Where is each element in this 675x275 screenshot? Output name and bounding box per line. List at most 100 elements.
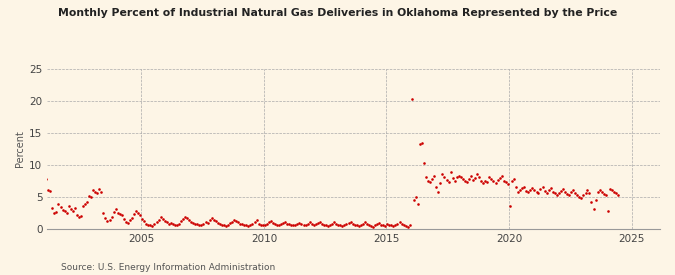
Point <box>211 219 221 223</box>
Point <box>358 221 369 226</box>
Point <box>470 176 481 180</box>
Point <box>484 175 495 180</box>
Point <box>382 222 393 226</box>
Point <box>414 142 425 146</box>
Point <box>298 222 309 227</box>
Point <box>427 177 437 181</box>
Point <box>171 223 182 228</box>
Point <box>143 222 154 227</box>
Point <box>472 172 483 177</box>
Point <box>533 191 544 196</box>
Point <box>39 166 50 170</box>
Point <box>613 193 624 197</box>
Point <box>155 215 166 219</box>
Point <box>418 161 429 166</box>
Point <box>194 222 205 227</box>
Point <box>267 221 278 225</box>
Point <box>59 209 70 214</box>
Point <box>423 178 433 183</box>
Point <box>223 222 234 227</box>
Point <box>133 211 144 216</box>
Point <box>570 191 580 195</box>
Point <box>556 189 566 193</box>
Point <box>539 189 550 193</box>
Point <box>446 170 456 175</box>
Point <box>269 222 280 226</box>
Point <box>116 212 127 217</box>
Point <box>345 219 356 224</box>
Point <box>398 223 409 228</box>
Point <box>368 224 379 229</box>
Point <box>141 221 152 226</box>
Point <box>188 221 198 225</box>
Point <box>241 223 252 228</box>
Point <box>462 180 472 184</box>
Point <box>516 186 527 191</box>
Point <box>308 222 319 227</box>
Point <box>217 222 227 227</box>
Point <box>343 221 354 225</box>
Point <box>580 191 591 195</box>
Point <box>396 222 407 226</box>
Point <box>84 194 95 198</box>
Point <box>282 221 293 226</box>
Point <box>466 174 477 178</box>
Point <box>425 180 435 184</box>
Point <box>153 218 164 222</box>
Point <box>108 210 119 214</box>
Point <box>110 207 121 212</box>
Point <box>78 204 88 208</box>
Point <box>53 202 64 207</box>
Point <box>529 188 540 192</box>
Point <box>55 205 66 209</box>
Point <box>215 222 225 226</box>
Point <box>412 202 423 207</box>
Point <box>504 204 515 208</box>
Point <box>339 223 350 228</box>
Point <box>145 223 156 228</box>
Point <box>207 216 217 220</box>
Point <box>51 210 62 214</box>
Point <box>288 223 298 228</box>
Point <box>607 188 618 192</box>
Point <box>603 208 614 213</box>
Point <box>374 221 385 225</box>
Point <box>506 178 517 183</box>
Point <box>304 220 315 224</box>
Point <box>590 198 601 202</box>
Point <box>80 202 90 206</box>
Point <box>456 175 466 180</box>
Point <box>151 220 162 224</box>
Point <box>380 224 391 228</box>
Text: Source: U.S. Energy Information Administration: Source: U.S. Energy Information Administ… <box>61 263 275 272</box>
Point <box>521 189 532 193</box>
Point <box>558 187 568 191</box>
Point <box>159 219 170 223</box>
Point <box>165 221 176 225</box>
Point <box>176 219 186 223</box>
Point <box>564 193 574 197</box>
Point <box>354 224 364 228</box>
Point <box>157 217 168 221</box>
Point <box>92 191 103 196</box>
Point <box>582 188 593 192</box>
Point <box>525 188 536 192</box>
Point <box>443 180 454 184</box>
Point <box>547 189 558 194</box>
Point <box>370 223 381 228</box>
Point <box>273 223 284 228</box>
Point <box>347 221 358 226</box>
Point <box>439 175 450 180</box>
Point <box>402 224 413 229</box>
Point <box>221 224 232 228</box>
Point <box>592 189 603 194</box>
Point <box>482 180 493 184</box>
Point <box>545 186 556 191</box>
Point <box>429 174 439 178</box>
Point <box>45 189 56 193</box>
Point <box>229 218 240 222</box>
Point <box>123 221 134 225</box>
Point <box>180 215 190 219</box>
Point <box>576 196 587 200</box>
Point <box>184 218 194 222</box>
